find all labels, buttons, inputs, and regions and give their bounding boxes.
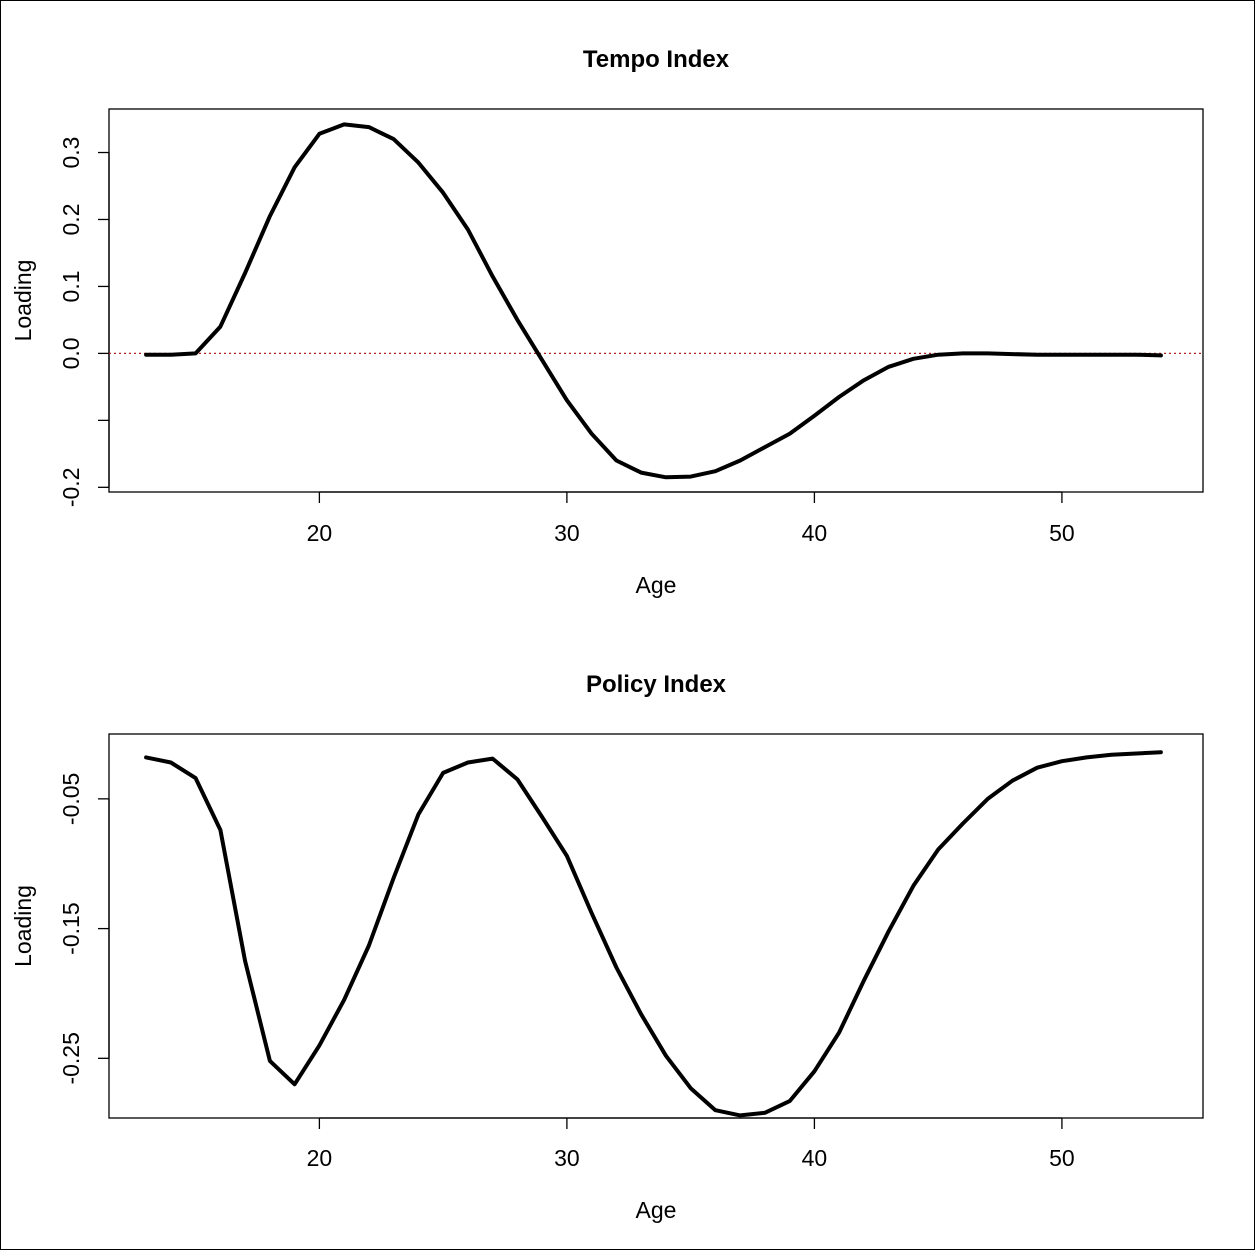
y-tick-label: -0.2 [58,467,84,507]
y-tick-label: 0.2 [58,203,84,235]
chart-panel-2: Policy Index 20 30 40 50 Age -0.25 -0.15 -0.05 Lo… [10,671,1204,1223]
series-line [144,122,1163,480]
x-axis-label: Age [636,572,677,598]
y-tick-label: 0.0 [58,337,84,369]
x-tick-label: 20 [307,1145,333,1171]
x-tick-label: 20 [307,520,333,546]
x-tick-label: 30 [554,1145,580,1171]
chart-panel-1: Tempo Index 20 30 40 50 Age -0.2 0.0 0.1 0.2 0.3 Lo… [10,46,1204,598]
y-tick-label: -0.05 [58,773,84,825]
x-tick-label: 50 [1049,520,1075,546]
y-axis-label: Loading [10,260,36,342]
plot-frame [108,108,1204,493]
x-tick-label: 40 [802,520,828,546]
chart-title: Policy Index [586,671,727,698]
y-tick-label: -0.25 [58,1032,84,1084]
x-axis-label: Age [636,1197,677,1223]
y-axis-label: Loading [10,885,36,967]
y-tick-label: 0.3 [58,137,84,169]
y-tick-label: 0.1 [58,270,84,302]
chart-title: Tempo Index [583,46,730,73]
x-tick-label: 50 [1049,1145,1075,1171]
plot-frame [108,733,1204,1119]
x-tick-label: 40 [802,1145,828,1171]
y-tick-label: -0.15 [58,902,84,954]
series-line [144,750,1163,1118]
x-tick-label: 30 [554,520,580,546]
